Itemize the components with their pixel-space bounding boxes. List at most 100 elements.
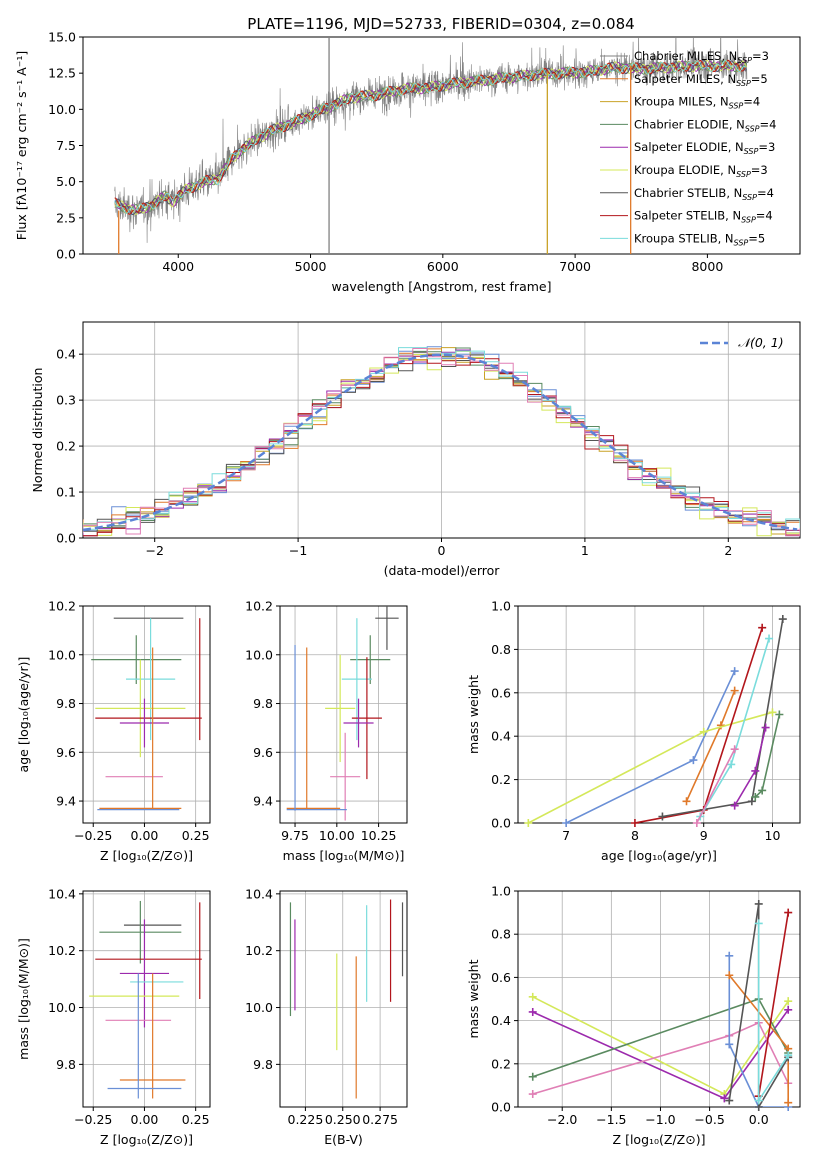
- weight_vs_age-point-marker: [758, 623, 767, 632]
- weight_vs_Z-point-marker: [754, 1096, 763, 1105]
- age_vs_Z-errorbar: [126, 618, 176, 741]
- weight_vs_age-point-marker: [730, 801, 739, 810]
- weight_vs_age-point-marker: [730, 686, 739, 695]
- residuals-xtick-label: 1: [581, 543, 589, 558]
- weight_vs_age-series-line: [696, 748, 736, 823]
- weight_vs_Z-point-marker: [754, 919, 763, 928]
- spectrum-ytick-label: 15.0: [48, 30, 76, 45]
- weight_vs_age-point-marker: [768, 708, 777, 717]
- mass_vs_ebv-ytick-label: 10.2: [245, 943, 273, 958]
- residuals-ytick-label: 0.0: [56, 531, 76, 546]
- mass_vs_Z-xtick-label: 0.00: [131, 1112, 159, 1127]
- mass_vs_Z-ylabel: mass [log₁₀(M/M⊙)]: [16, 938, 31, 1060]
- age_vs_Z-ylabel: age [log₁₀(age/yr)]: [16, 657, 31, 773]
- weight_vs_Z-point-marker: [528, 1007, 537, 1016]
- weight_vs_Z-xtick-label: −0.5: [694, 1112, 724, 1127]
- weight_vs_Z-frame: [517, 890, 801, 1108]
- weight_vs_age-point-marker: [727, 760, 736, 769]
- weight_vs_Z-series-line: [728, 955, 789, 1107]
- weight_vs_Z-ytick-label: 0.6: [491, 970, 511, 985]
- weight_vs_age-point-marker: [562, 819, 571, 827]
- weight_vs_age-point-marker: [692, 819, 701, 827]
- weight_vs_age-axes: [518, 605, 800, 824]
- age_vs_Z-xlabel: Z [log₁₀(Z/Z⊙)]: [100, 848, 193, 863]
- weight_vs_Z-ytick-label: 0.4: [491, 1013, 511, 1028]
- mass_vs_Z-xtick-label: 0.25: [182, 1112, 210, 1127]
- age_vs_Z-frame: [82, 605, 211, 824]
- weight_vs_age-ytick-label: 0.2: [491, 772, 511, 787]
- age_vs_Z-errorbar: [119, 698, 170, 748]
- weight_vs_age-ytick-label: 0.6: [491, 685, 511, 700]
- weight_vs_age-xlabel: age [log₁₀(age/yr)]: [601, 848, 717, 863]
- spectrum-xtick-label: 7000: [559, 259, 591, 274]
- mass_vs_ebv-ytick-label: 9.8: [253, 1057, 273, 1072]
- age_vs_mass-xlabel: mass [log₁₀(M/M⊙)]: [283, 848, 405, 863]
- spectrum-ytick-label: 7.5: [56, 138, 76, 153]
- weight_vs_age-series-line: [662, 618, 784, 818]
- weight_vs_age-point-marker: [761, 723, 770, 732]
- weight_vs_Z-xtick-label: −2.0: [547, 1112, 577, 1127]
- spectrum-legend-label: Chabrier ELODIE, NSSP=4: [634, 117, 776, 133]
- age_vs_mass-errorbar: [350, 635, 391, 685]
- weight_vs_Z-point-marker: [784, 1098, 793, 1107]
- weight_vs_Z-point-marker: [725, 1040, 734, 1049]
- weight_vs_age-xtick-label: 9: [700, 828, 708, 843]
- spectrum-legend-label: Salpeter STELIB, NSSP=4: [634, 209, 773, 225]
- residuals-ytick-label: 0.3: [56, 393, 76, 408]
- age_vs_Z-xtick-label: 0.00: [131, 828, 159, 843]
- age_vs_mass-errorbar: [375, 606, 399, 650]
- weight_vs_Z-point-marker: [784, 997, 793, 1006]
- spectrum-xlabel: wavelength [Angstrom, rest frame]: [331, 279, 551, 294]
- spectrum-xtick-label: 5000: [295, 259, 327, 274]
- weight_vs_age-frame: [517, 605, 801, 824]
- weight_vs_Z-point-marker: [784, 1051, 793, 1060]
- age_vs_Z-xtick-label: −0.25: [74, 828, 112, 843]
- mass_vs_Z-xlabel: Z [log₁₀(Z/Z⊙)]: [100, 1132, 193, 1147]
- mass_vs_ebv-xtick-label: 0.225: [288, 1112, 324, 1127]
- weight_vs_age-point-marker: [524, 819, 533, 827]
- residuals-xtick-label: 2: [724, 543, 732, 558]
- weight_vs_Z-point-marker: [720, 1094, 729, 1103]
- weight_vs_age-point-marker: [765, 634, 774, 643]
- weight_vs_Z-ytick-label: 1.0: [491, 884, 511, 899]
- age_vs_mass-xtick-label: 10.25: [361, 828, 397, 843]
- age_vs_Z-errorbar: [95, 659, 186, 758]
- weight_vs_age-point-marker: [730, 667, 739, 676]
- spectrum-ytick-label: 2.5: [56, 210, 76, 225]
- spectrum-ytick-label: 12.5: [48, 66, 76, 81]
- spectrum-legend-label: Chabrier MILES, NSSP=3: [634, 49, 769, 65]
- age_vs_mass-errorbar: [330, 732, 361, 821]
- weight_vs_Z-xlabel: Z [log₁₀(Z/Z⊙)]: [613, 1132, 706, 1147]
- spectrum-legend-label: Kroupa STELIB, NSSP=5: [634, 231, 765, 247]
- weight_vs_age-ytick-label: 0.4: [491, 729, 511, 744]
- normal-curve: [83, 353, 798, 532]
- age_vs_mass-ytick-label: 10.0: [245, 647, 273, 662]
- mass_vs_ebv-xtick-label: 0.275: [362, 1112, 398, 1127]
- spectrum-legend-label: Kroupa MILES, NSSP=4: [634, 95, 760, 111]
- weight_vs_age-point-marker: [751, 766, 760, 775]
- mass_vs_Z-errorbar: [99, 900, 182, 964]
- weight_vs_age-point-marker: [751, 792, 760, 801]
- age_vs_mass-xtick-label: 10.00: [319, 828, 355, 843]
- age_vs_Z-ytick-label: 9.6: [56, 745, 76, 760]
- weight_vs_Z-point-marker: [725, 951, 734, 960]
- weight_vs_Z-ytick-label: 0.0: [491, 1100, 511, 1115]
- residuals-xtick-label: 0: [438, 543, 446, 558]
- spectrum-legend-label: Salpeter ELODIE, NSSP=3: [634, 140, 775, 156]
- mass_vs_Z-xtick-label: −0.25: [74, 1112, 112, 1127]
- residuals-xtick-label: −1: [289, 543, 307, 558]
- weight_vs_Z-xtick-label: −1.5: [596, 1112, 626, 1127]
- weight_vs_age-ytick-label: 0.8: [491, 642, 511, 657]
- age_vs_mass-xtick-label: 9.75: [281, 828, 309, 843]
- residuals-ytick-label: 0.4: [56, 347, 76, 362]
- residuals-xtick-label: −2: [145, 543, 163, 558]
- spectrum-ylabel: Flux [fλ10⁻¹⁷ erg cm⁻² s⁻¹ A⁻¹]: [14, 51, 29, 240]
- mass_vs_Z-axes: [83, 891, 210, 1107]
- weight_vs_age-point-marker: [775, 710, 784, 719]
- age_vs_mass-ytick-label: 10.2: [245, 599, 273, 614]
- weight_vs_age-point-marker: [716, 721, 725, 730]
- residuals-xlabel: (data-model)/error: [384, 563, 501, 578]
- mass_vs_Z-ytick-label: 10.0: [48, 1000, 76, 1015]
- spectrum-legend-label: Chabrier STELIB, NSSP=4: [634, 186, 774, 202]
- spectrum-legend-label: Salpeter MILES, NSSP=5: [634, 72, 768, 88]
